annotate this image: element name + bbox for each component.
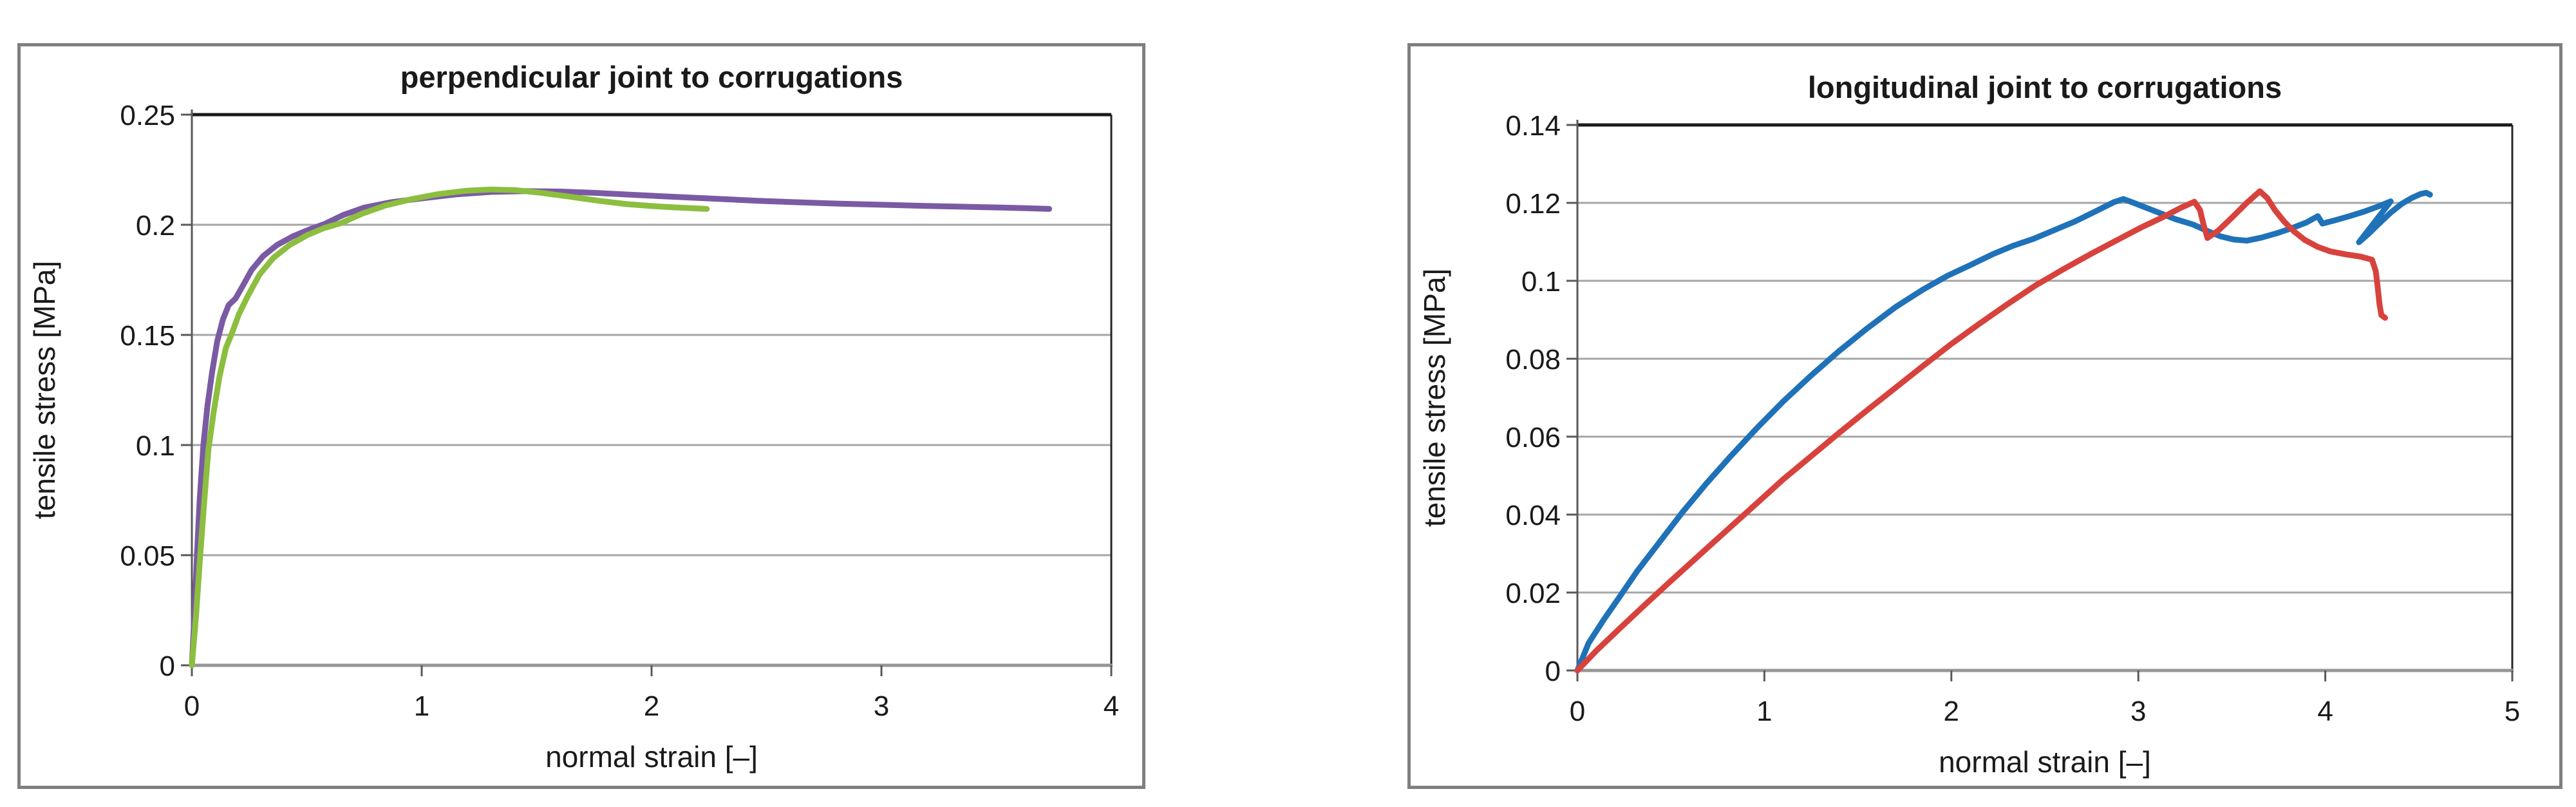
- y-tick-label-0.15: 0.15: [120, 320, 175, 352]
- x-tick-label-4: 4: [1104, 690, 1119, 722]
- chart-svg: 0 1 2 3 4 5 0 0.02 0.04 0.06 0.08 0.1 0.12 0.14 longit…: [1407, 43, 2562, 789]
- y-axis-label: tensile stress [MPa]: [28, 261, 61, 519]
- x-tick-label-5: 5: [2505, 696, 2520, 727]
- series-line-green-specimen: [189, 186, 710, 669]
- x-tick-label-0: 0: [184, 690, 200, 722]
- x-tick-label-0: 0: [1570, 696, 1585, 727]
- y-tick-label-0.05: 0.05: [120, 540, 175, 572]
- series-line-blue-specimen: [1574, 189, 2433, 674]
- chart-longitudinal-joint: 0 1 2 3 4 5 0 0.02 0.04 0.06 0.08 0.1 0.12 0.14 longit…: [1407, 43, 2562, 789]
- chart-perpendicular-joint: 0 1 2 3 4 0 0.05 0.1 0.15 0.2 0.25 perpendicular jo…: [17, 43, 1145, 789]
- y-axis-label: tensile stress [MPa]: [1418, 269, 1451, 527]
- series-line-purple-specimen: [189, 188, 1053, 669]
- x-tick-label-2: 2: [644, 690, 659, 722]
- chart-area-border: [17, 43, 1145, 789]
- y-tick-label-0.04: 0.04: [1505, 500, 1561, 531]
- x-tick-label-4: 4: [2317, 696, 2333, 727]
- x-tick-label-3: 3: [874, 690, 889, 722]
- x-tick-label-3: 3: [2130, 696, 2146, 727]
- y-tick-label-0.25: 0.25: [120, 100, 175, 131]
- y-tick-label-0.12: 0.12: [1505, 188, 1561, 220]
- x-axis-label: normal strain [–]: [1939, 745, 2151, 779]
- y-tick-label-0.2: 0.2: [136, 210, 175, 242]
- x-tick-label-1: 1: [414, 690, 429, 722]
- y-tick-label-0.06: 0.06: [1505, 422, 1561, 453]
- y-tick-label-0.08: 0.08: [1505, 344, 1561, 375]
- chart-title: perpendicular joint to corrugations: [400, 60, 903, 94]
- y-tick-label-0.1: 0.1: [136, 430, 175, 462]
- y-tick-label-0: 0: [1545, 656, 1561, 687]
- y-tick-label-0.02: 0.02: [1505, 578, 1561, 609]
- x-tick-label-2: 2: [1944, 696, 1959, 727]
- x-tick-label-1: 1: [1756, 696, 1772, 727]
- y-tick-label-0: 0: [160, 650, 175, 682]
- series-line-red-specimen: [1574, 188, 2388, 674]
- chart-svg: 0 1 2 3 4 0 0.05 0.1 0.15 0.2 0.25 perpendicular jo…: [17, 43, 1145, 789]
- y-tick-label-0.1: 0.1: [1521, 266, 1561, 298]
- chart-title: longitudinal joint to corrugations: [1808, 70, 2282, 104]
- x-axis-label: normal strain [–]: [545, 740, 758, 774]
- y-tick-label-0.14: 0.14: [1505, 110, 1561, 142]
- chart-area-border: [1407, 43, 2562, 789]
